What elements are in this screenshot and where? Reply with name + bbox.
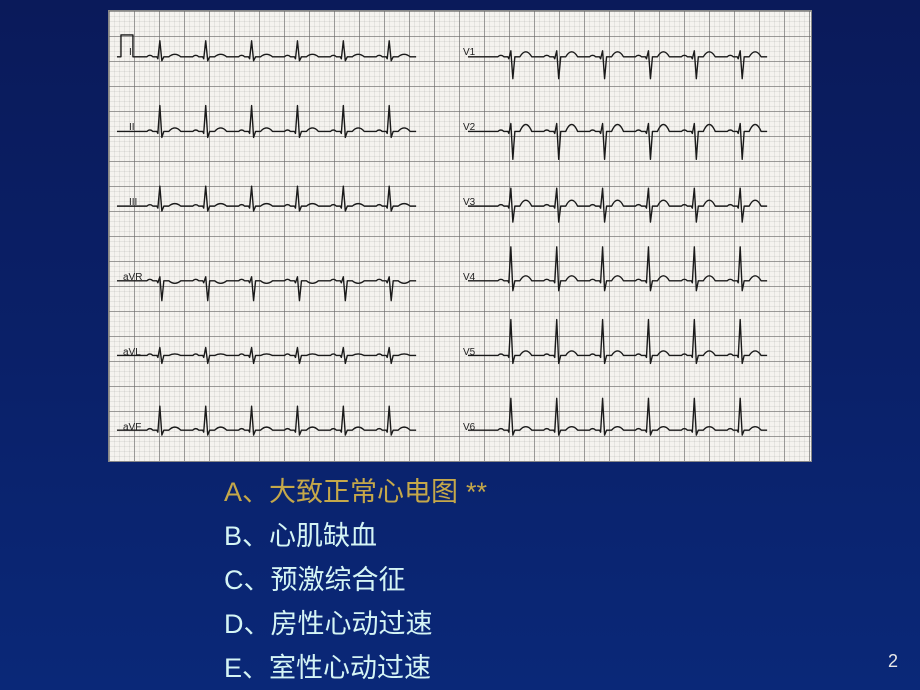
option-e: E、室性心动过速 xyxy=(224,646,487,690)
lead-label-avr: aVR xyxy=(123,272,142,283)
lead-label-v6: V6 xyxy=(463,422,475,433)
option-d: D、房性心动过速 xyxy=(224,602,487,646)
option-text: 预激综合征 xyxy=(271,565,406,595)
lead-label-v3: V3 xyxy=(463,197,475,208)
option-c: C、预激综合征 xyxy=(224,558,487,602)
option-text: 室性心动过速 xyxy=(269,653,431,683)
lead-label-v5: V5 xyxy=(463,347,475,358)
lead-label-v4: V4 xyxy=(463,272,475,283)
lead-label-v1: V1 xyxy=(463,47,475,58)
option-letter: E xyxy=(224,653,242,683)
ecg-traces xyxy=(109,11,811,461)
option-text: 心肌缺血 xyxy=(269,521,377,551)
page-number: 2 xyxy=(888,651,898,672)
option-sep: 、 xyxy=(244,565,271,595)
lead-label-avf: aVF xyxy=(123,422,141,433)
option-letter: C xyxy=(224,565,244,595)
option-letter: A xyxy=(224,477,242,507)
answer-options: A、大致正常心电图** B、心肌缺血 C、预激综合征 D、房性心动过速 E、室性… xyxy=(224,470,487,690)
lead-label-avl: aVL xyxy=(123,347,141,358)
option-sep: 、 xyxy=(244,609,271,639)
option-sep: 、 xyxy=(242,521,269,551)
lead-label-i: I xyxy=(129,47,132,58)
correct-marker: ** xyxy=(466,477,487,507)
lead-label-iii: III xyxy=(129,197,137,208)
option-text: 房性心动过速 xyxy=(271,609,433,639)
option-b: B、心肌缺血 xyxy=(224,514,487,558)
ecg-chart: I V1 II V2 III V3 aVR V4 aVL V5 aVF V6 xyxy=(108,10,812,462)
option-text: 大致正常心电图 xyxy=(269,477,458,507)
option-letter: B xyxy=(224,521,242,551)
option-sep: 、 xyxy=(242,477,269,507)
option-sep: 、 xyxy=(242,653,269,683)
option-letter: D xyxy=(224,609,244,639)
lead-label-v2: V2 xyxy=(463,122,475,133)
option-a: A、大致正常心电图 ** xyxy=(224,470,487,514)
lead-label-ii: II xyxy=(129,122,135,133)
